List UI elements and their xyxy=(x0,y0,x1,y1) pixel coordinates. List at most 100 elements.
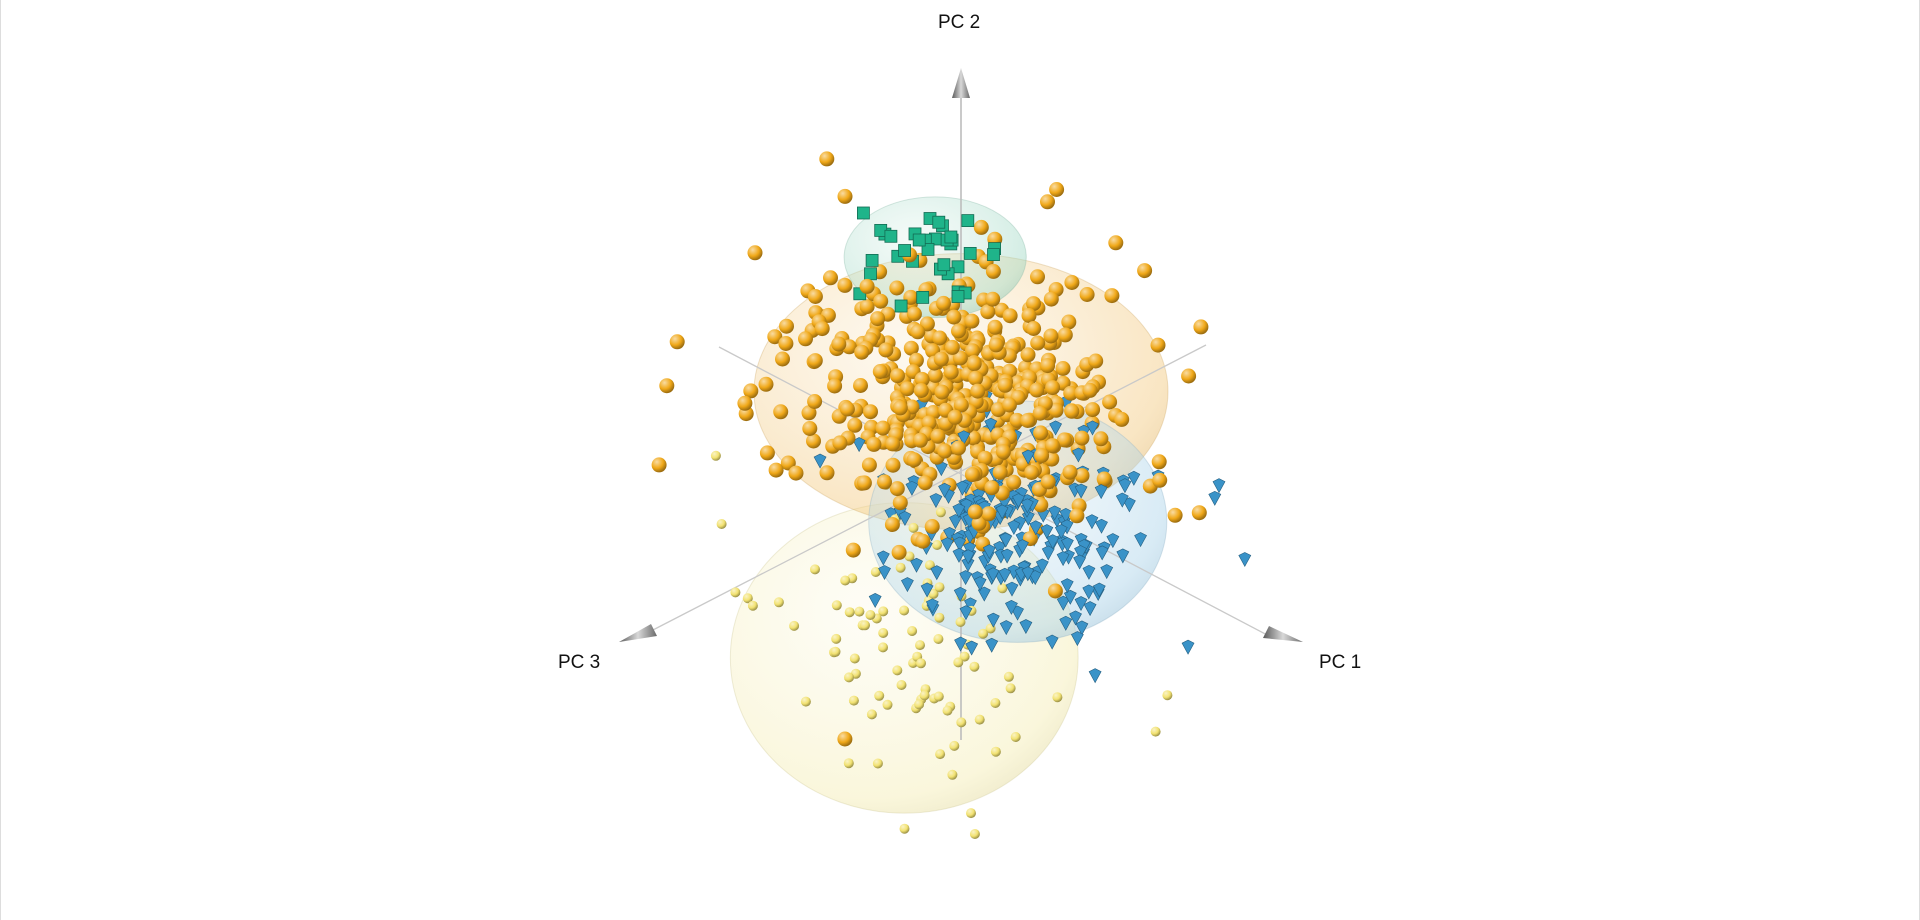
data-point-sphere xyxy=(837,277,853,293)
data-point-sphere xyxy=(807,394,823,409)
data-point-diamond xyxy=(995,504,1009,520)
data-point-cube xyxy=(912,233,926,247)
data-point-sphere xyxy=(981,506,997,522)
data-point-sphere xyxy=(997,377,1013,393)
data-point-sphere xyxy=(987,319,1003,335)
data-point-sphere xyxy=(788,465,804,481)
data-point-sphere xyxy=(837,188,853,204)
data-point-diamond xyxy=(973,576,987,592)
data-point-diamond xyxy=(1083,601,1097,617)
data-point-diamond xyxy=(955,480,969,496)
data-point-diamond xyxy=(876,550,890,566)
data-point-diamond xyxy=(1088,668,1102,684)
data-point-sphere xyxy=(1043,291,1059,307)
data-point-small-sphere xyxy=(908,522,919,533)
data-point-diamond xyxy=(984,417,998,433)
data-point-diamond xyxy=(1074,545,1087,561)
data-point-diamond xyxy=(949,514,962,530)
data-point-sphere xyxy=(906,452,922,468)
data-point-sphere xyxy=(1181,368,1197,384)
data-point-sphere xyxy=(759,445,775,461)
data-point-sphere xyxy=(1152,472,1168,488)
data-point-sphere xyxy=(778,336,794,351)
data-point-small-sphere xyxy=(878,642,888,653)
data-point-diamond xyxy=(1005,599,1018,615)
data-point-small-sphere xyxy=(800,696,811,707)
data-point-sphere xyxy=(819,151,835,167)
data-point-diamond xyxy=(1092,582,1106,598)
data-point-sphere xyxy=(1056,432,1072,448)
data-point-small-sphere xyxy=(854,606,865,617)
data-point-diamond xyxy=(1040,524,1054,540)
data-point-sphere xyxy=(1002,308,1018,324)
data-point-cube xyxy=(894,299,908,313)
data-point-sphere xyxy=(737,395,753,411)
data-point-sphere xyxy=(669,334,685,350)
data-point-small-sphere xyxy=(932,540,943,550)
data-point-sphere xyxy=(801,405,817,421)
data-point-diamond xyxy=(998,567,1012,583)
pc1-axis-label: PC 1 xyxy=(1319,652,1362,673)
data-point-sphere xyxy=(659,378,675,394)
data-point-cube xyxy=(944,230,958,244)
data-point-small-sphere xyxy=(878,628,889,638)
data-point-diamond xyxy=(1208,490,1222,506)
data-point-sphere xyxy=(910,324,926,340)
data-point-sphere xyxy=(837,731,853,747)
data-point-diamond xyxy=(953,536,967,552)
data-point-diamond xyxy=(986,567,1000,583)
data-point-small-sphere xyxy=(959,651,970,662)
data-point-sphere xyxy=(854,344,870,360)
data-point-small-sphere xyxy=(899,823,910,834)
data-point-sphere xyxy=(906,306,922,322)
data-point-sphere xyxy=(1151,454,1167,470)
data-point-sphere xyxy=(1069,508,1085,524)
data-point-sphere xyxy=(814,321,830,337)
data-point-sphere xyxy=(946,309,962,325)
data-point-small-sphere xyxy=(844,607,855,618)
data-point-small-sphere xyxy=(915,640,925,651)
data-point-diamond xyxy=(959,605,973,621)
data-point-sphere xyxy=(823,270,838,286)
data-point-small-sphere xyxy=(933,691,944,702)
data-point-sphere xyxy=(924,519,940,534)
data-point-small-sphere xyxy=(997,583,1008,594)
data-point-small-sphere xyxy=(907,626,918,636)
data-point-diamond xyxy=(1054,524,1068,540)
data-point-small-sphere xyxy=(928,588,939,599)
data-point-sphere xyxy=(1074,468,1090,484)
data-point-sphere xyxy=(1030,269,1045,285)
data-point-sphere xyxy=(1104,288,1120,304)
data-point-small-sphere xyxy=(844,672,854,683)
data-point-sphere xyxy=(933,351,949,367)
data-point-sphere xyxy=(914,371,930,387)
data-point-sphere xyxy=(1009,412,1025,428)
data-point-sphere xyxy=(1049,182,1065,197)
data-point-sphere xyxy=(1082,382,1098,398)
data-point-small-sphere xyxy=(874,690,885,701)
data-point-small-sphere xyxy=(956,717,967,728)
data-point-sphere xyxy=(806,433,821,449)
data-point-sphere xyxy=(1030,335,1046,351)
data-point-sphere xyxy=(1063,385,1079,401)
data-point-small-sphere xyxy=(870,567,881,577)
data-point-small-sphere xyxy=(969,829,980,839)
data-point-cube xyxy=(865,253,879,267)
data-point-sphere xyxy=(937,443,953,459)
data-point-small-sphere xyxy=(892,665,903,676)
data-point-small-sphere xyxy=(830,646,841,657)
data-point-diamond xyxy=(999,620,1013,636)
data-point-diamond xyxy=(1016,539,1029,555)
data-point-cube xyxy=(864,267,877,281)
data-point-small-sphere xyxy=(865,610,876,620)
data-point-diamond xyxy=(1035,558,1049,574)
data-point-diamond xyxy=(1005,581,1019,597)
data-point-sphere xyxy=(1167,507,1183,523)
data-point-sphere xyxy=(878,342,894,358)
data-point-sphere xyxy=(807,289,823,304)
data-point-diamond xyxy=(964,597,977,613)
data-points xyxy=(651,151,1252,839)
data-point-diamond xyxy=(1029,520,1043,536)
data-point-sphere xyxy=(985,263,1001,279)
